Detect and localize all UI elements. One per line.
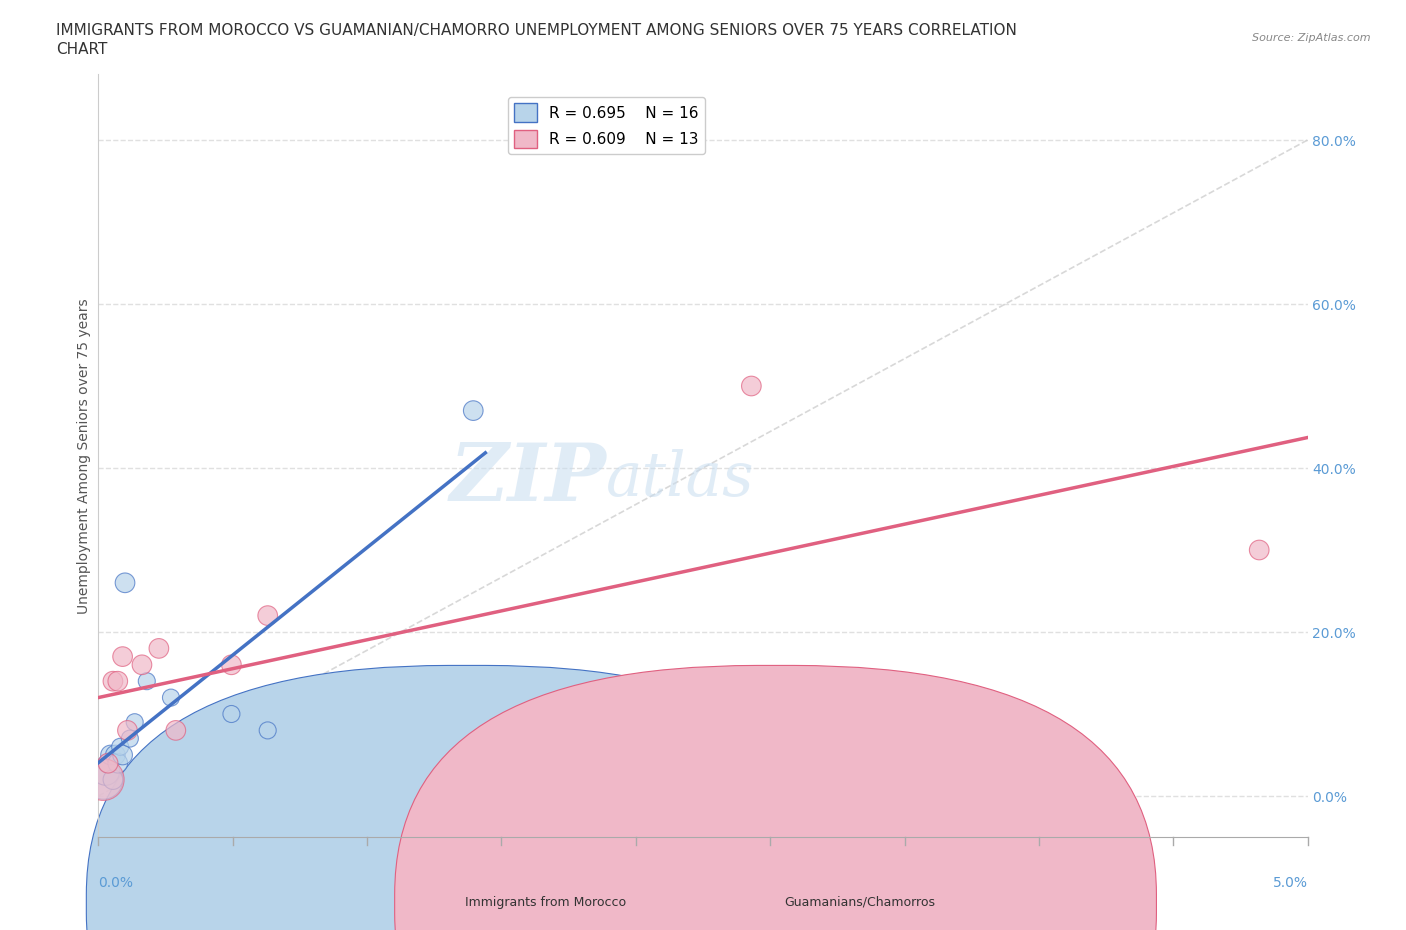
Point (117, 723, 139, 737)
Point (111, 649, 134, 664)
FancyBboxPatch shape (395, 666, 1157, 930)
Text: atlas: atlas (606, 448, 755, 509)
FancyBboxPatch shape (86, 666, 848, 930)
Point (221, 707, 243, 722)
Text: IMMIGRANTS FROM MOROCCO VS GUAMANIAN/CHAMORRO UNEMPLOYMENT AMONG SENIORS OVER 75: IMMIGRANTS FROM MOROCCO VS GUAMANIAN/CHA… (56, 23, 1017, 38)
Point (221, 658, 243, 672)
Point (118, 731, 141, 746)
Point (740, 379, 762, 393)
Text: Immigrants from Morocco: Immigrants from Morocco (465, 896, 626, 909)
Point (104, 748, 127, 763)
Point (94, 764, 117, 778)
Text: CHART: CHART (56, 42, 108, 57)
Point (463, 404, 485, 418)
Point (1249, 542, 1271, 557)
Point (111, 748, 134, 763)
Point (131, 658, 153, 672)
Point (91, 772, 114, 787)
Point (91, 772, 114, 787)
Point (124, 715, 146, 730)
Point (256, 723, 278, 737)
Point (107, 756, 129, 771)
Legend: R = 0.695    N = 16, R = 0.609    N = 13: R = 0.695 N = 16, R = 0.609 N = 13 (508, 98, 704, 154)
Point (107, 673, 129, 688)
Point (148, 641, 170, 656)
Point (160, 690, 183, 705)
Point (101, 772, 124, 787)
Point (108, 739, 131, 754)
Point (256, 608, 278, 623)
Y-axis label: Unemployment Among Seniors over 75 years: Unemployment Among Seniors over 75 years (77, 298, 91, 614)
Text: Source: ZipAtlas.com: Source: ZipAtlas.com (1253, 33, 1371, 43)
Point (165, 723, 187, 737)
Point (100, 748, 122, 763)
Point (114, 576, 136, 591)
Text: ZIP: ZIP (450, 440, 606, 517)
Point (101, 673, 124, 688)
Text: Guamanians/Chamorros: Guamanians/Chamorros (785, 896, 935, 909)
Text: 5.0%: 5.0% (1272, 875, 1308, 890)
Point (97, 756, 120, 771)
Text: 0.0%: 0.0% (98, 875, 134, 890)
Point (97, 756, 120, 771)
Point (135, 673, 157, 688)
